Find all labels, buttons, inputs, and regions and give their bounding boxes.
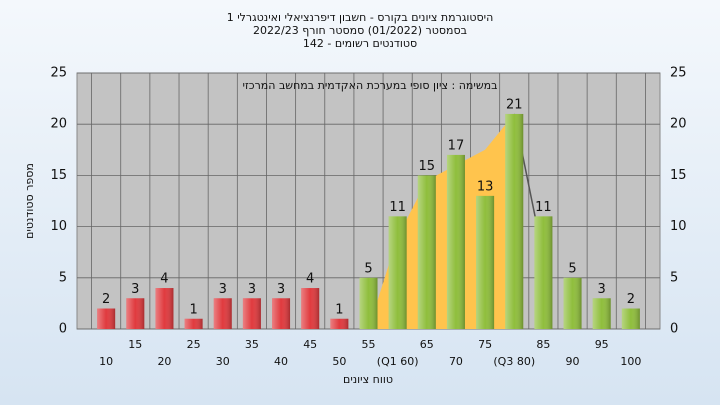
bar-shade: [97, 308, 116, 329]
x-tick-label: 65: [420, 338, 434, 351]
x-tick-label: 95: [595, 338, 609, 351]
x-tick-label: (Q3 80): [493, 355, 535, 368]
y2-tick-label: 15: [670, 168, 687, 183]
y2-tick-label: 25: [670, 66, 687, 81]
bar-shade: [592, 298, 611, 329]
value-label: 17: [448, 138, 465, 153]
bar-shade: [184, 318, 203, 329]
x-tick-label: 75: [478, 338, 492, 351]
y-tick-label: 15: [50, 168, 67, 183]
bar-shade: [330, 318, 349, 329]
y2-tick-label: 5: [670, 270, 678, 285]
value-label: 3: [277, 282, 285, 297]
value-label: 3: [598, 282, 606, 297]
y2-tick-label: 10: [670, 219, 687, 234]
value-label: 5: [364, 261, 372, 276]
value-label: 4: [306, 272, 314, 287]
bar-shade: [563, 277, 582, 329]
x-tick-label: (Q1 60): [377, 355, 419, 368]
value-label: 11: [389, 200, 406, 215]
bar-shade: [126, 298, 145, 329]
bar-shade: [155, 288, 174, 329]
bar-shade: [272, 298, 291, 329]
x-tick-label: 50: [332, 355, 346, 368]
value-label: 21: [506, 97, 523, 112]
x-tick-label: 25: [187, 338, 201, 351]
y-tick-label: 5: [59, 270, 67, 285]
title-line: בסמסטר (01/2022) סמסטר חורף 2022/23: [253, 24, 467, 37]
bar-shade: [301, 288, 320, 329]
x-tick-label: 90: [566, 355, 580, 368]
bar-shade: [534, 216, 553, 329]
value-label: 4: [160, 272, 168, 287]
value-label: 13: [477, 179, 494, 194]
bar-shade: [242, 298, 261, 329]
bar-shade: [388, 216, 407, 329]
y-tick-label: 0: [59, 322, 67, 337]
y2-tick-label: 0: [670, 322, 678, 337]
value-label: 1: [335, 302, 343, 317]
x-tick-label: 45: [303, 338, 317, 351]
x-tick-label: 10: [99, 355, 113, 368]
annotation: במשימה : ציון סופי במערכת האקדמית במחשב …: [243, 79, 498, 92]
y-axis-label: מספר סטודנטים: [23, 163, 36, 239]
bar-shade: [213, 298, 232, 329]
title-line: סטודנטים רשומים - 142: [303, 37, 417, 50]
value-label: 2: [627, 292, 635, 307]
bar-shade: [476, 195, 495, 329]
x-tick-label: 35: [245, 338, 259, 351]
x-tick-label: 20: [157, 355, 171, 368]
y2-tick-label: 20: [670, 117, 687, 132]
bar-shade: [505, 113, 524, 330]
value-label: 3: [219, 282, 227, 297]
x-axis-label: טווח ציונים: [343, 373, 393, 386]
y-tick-label: 25: [50, 66, 67, 81]
bar-shade: [417, 175, 436, 329]
x-tick-label: 100: [620, 355, 641, 368]
value-label: 15: [419, 159, 436, 174]
bar-shade: [446, 154, 465, 329]
x-tick-label: 85: [536, 338, 550, 351]
value-label: 5: [568, 261, 576, 276]
value-label: 3: [248, 282, 256, 297]
value-label: 3: [131, 282, 139, 297]
bar-shade: [359, 277, 378, 329]
value-label: 2: [102, 292, 110, 307]
x-tick-label: 70: [449, 355, 463, 368]
y-tick-label: 20: [50, 117, 67, 132]
bar-shade: [621, 308, 640, 329]
x-tick-label: 30: [216, 355, 230, 368]
x-tick-label: 40: [274, 355, 288, 368]
y-tick-label: 10: [50, 219, 67, 234]
value-label: 1: [189, 302, 197, 317]
x-tick-label: 55: [362, 338, 376, 351]
value-label: 11: [535, 200, 552, 215]
title-line: היסטוגרמת ציונים בקורס - חשבון דיפרנציאל…: [227, 11, 494, 24]
x-tick-label: 15: [128, 338, 142, 351]
